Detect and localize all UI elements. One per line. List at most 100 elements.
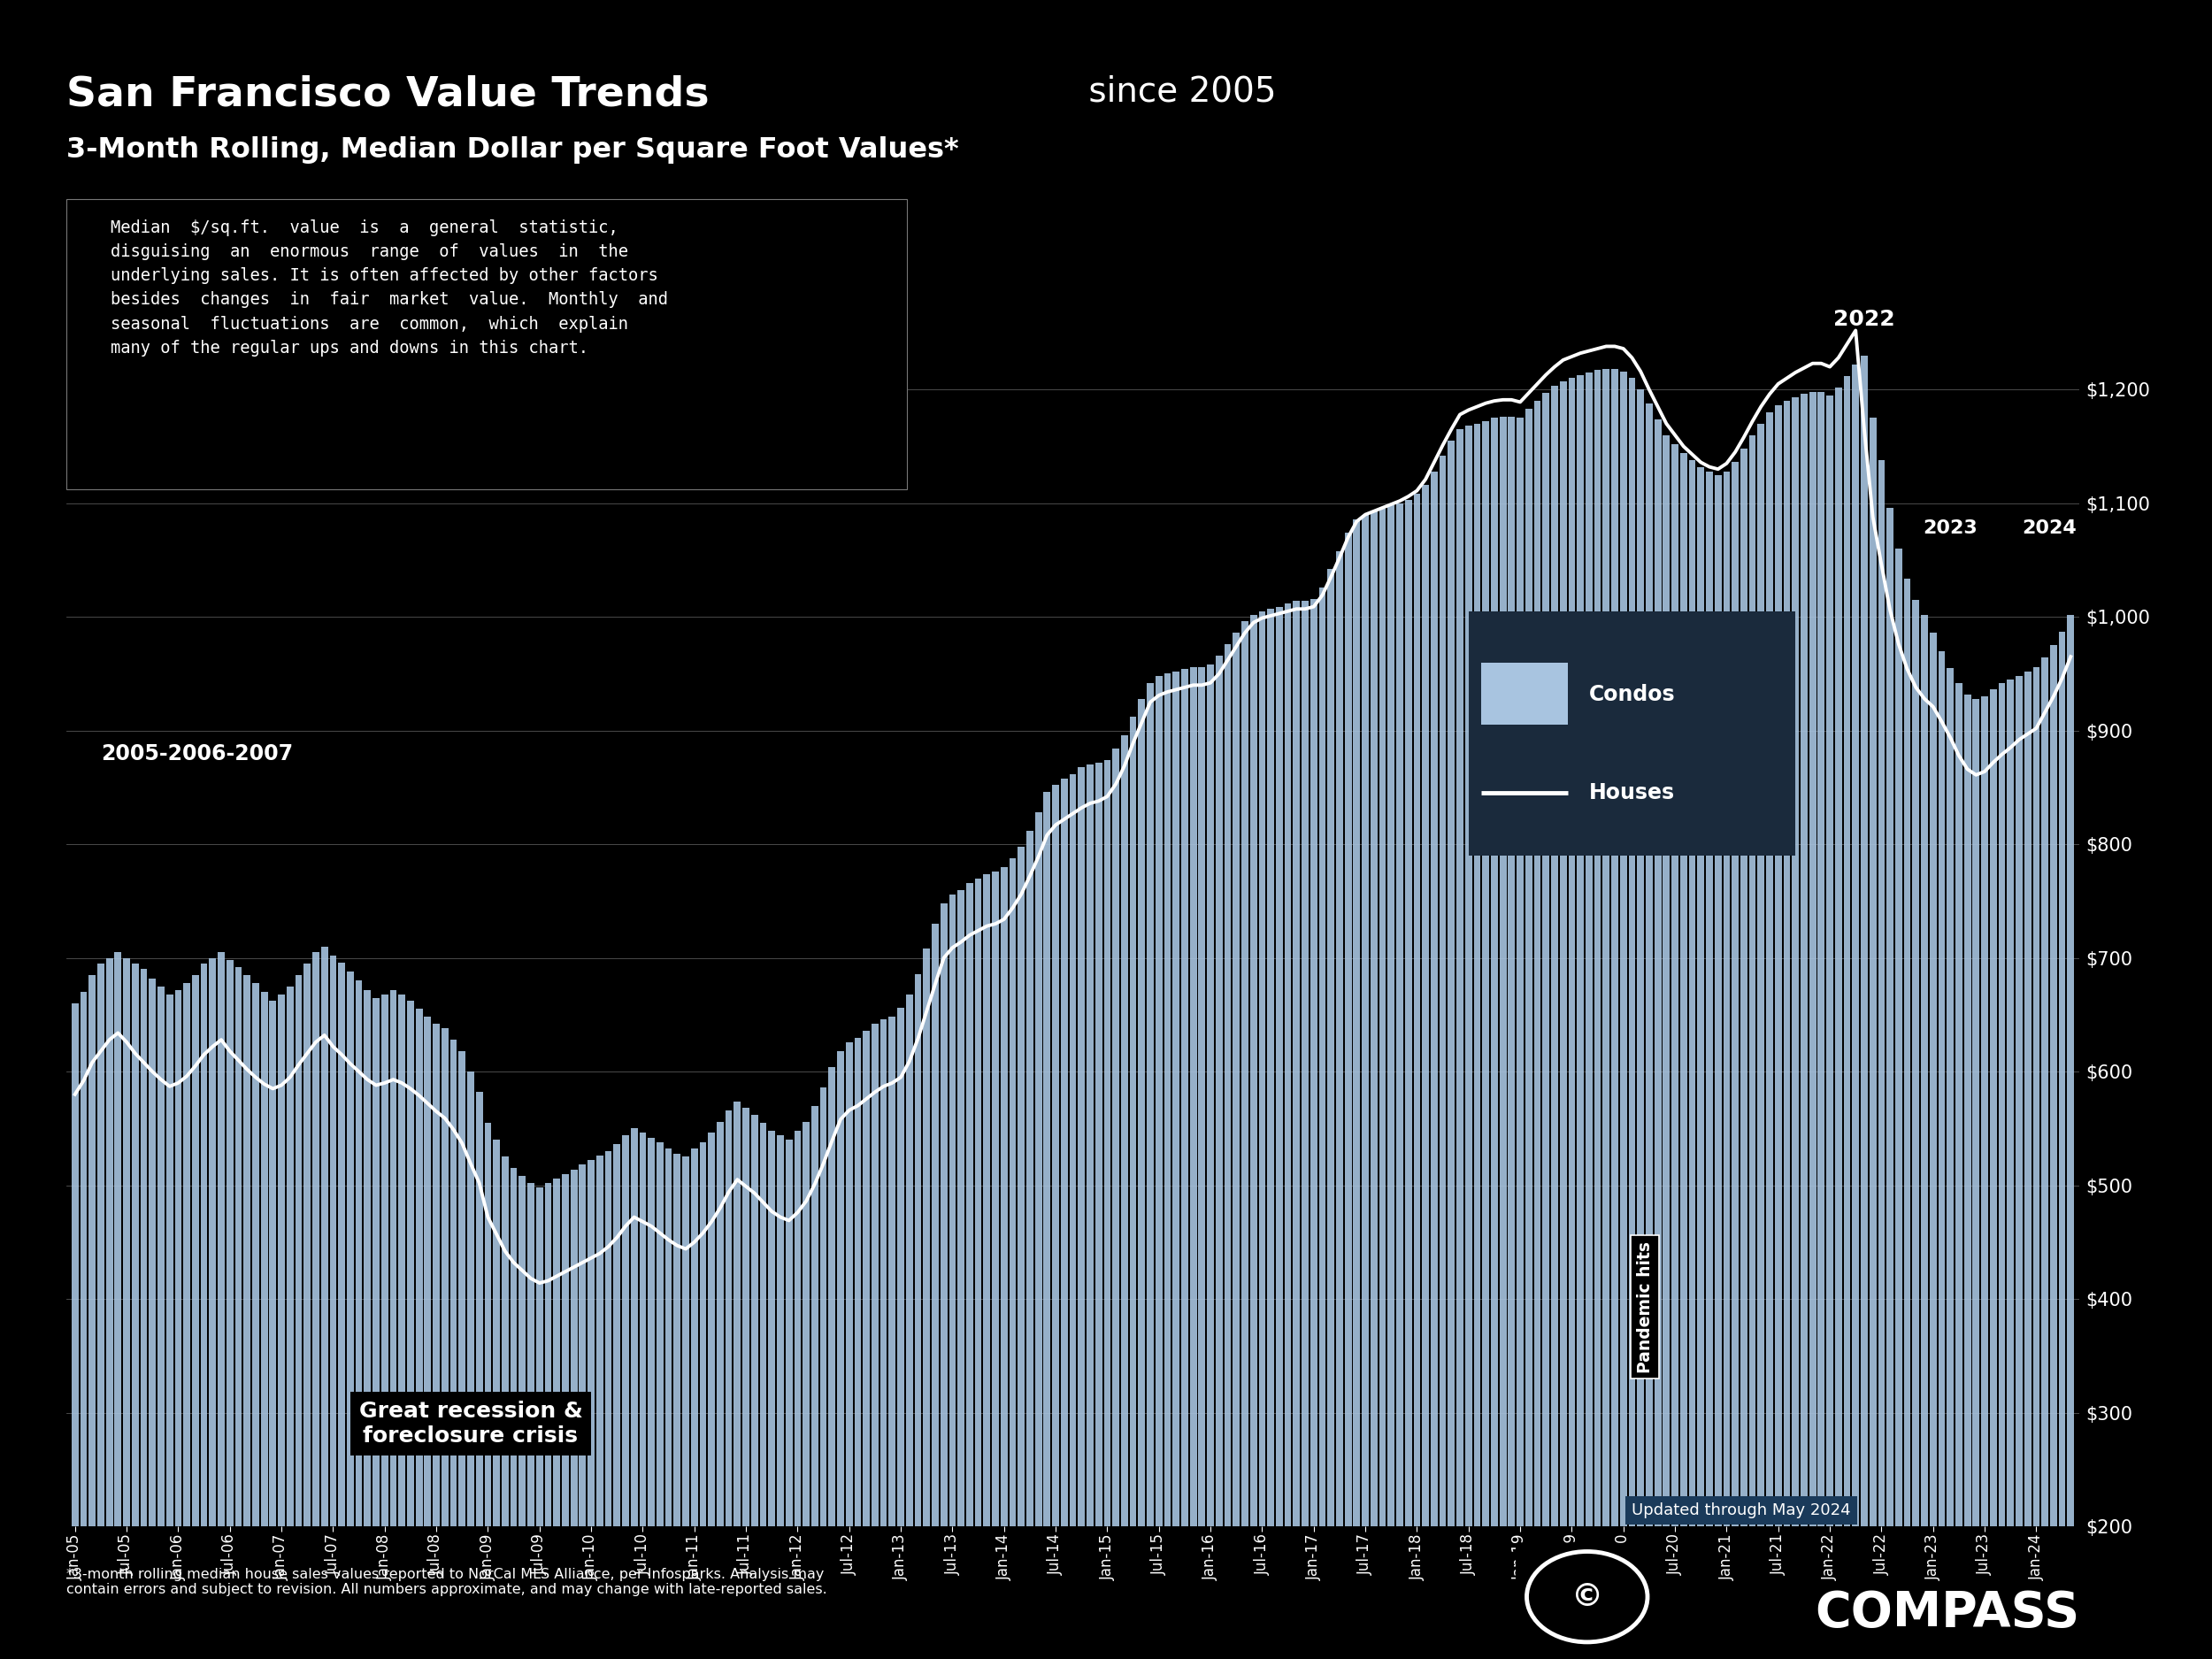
- Bar: [639, 1133, 646, 1659]
- Bar: [1336, 551, 1343, 1659]
- Bar: [192, 975, 199, 1659]
- Bar: [1396, 503, 1402, 1659]
- Bar: [734, 1102, 741, 1659]
- Bar: [449, 1040, 458, 1659]
- Bar: [597, 1156, 604, 1659]
- Bar: [1378, 509, 1387, 1659]
- Bar: [1259, 611, 1265, 1659]
- Bar: [1190, 667, 1197, 1659]
- Bar: [1783, 401, 1790, 1659]
- Bar: [2024, 672, 2031, 1659]
- Bar: [872, 1024, 878, 1659]
- Text: 2005-2006-2007: 2005-2006-2007: [102, 743, 292, 765]
- Bar: [1363, 514, 1369, 1659]
- Bar: [666, 1150, 672, 1659]
- Text: 3-Month Rolling, Median Dollar per Square Foot Values*: 3-Month Rolling, Median Dollar per Squar…: [66, 136, 958, 164]
- Bar: [1595, 370, 1601, 1659]
- Bar: [940, 904, 947, 1659]
- Bar: [794, 1131, 801, 1659]
- Bar: [1688, 460, 1697, 1659]
- Bar: [752, 1115, 759, 1659]
- Bar: [898, 1009, 905, 1659]
- Bar: [124, 957, 131, 1659]
- Bar: [675, 1153, 681, 1659]
- Bar: [1285, 604, 1292, 1659]
- Bar: [1095, 763, 1102, 1659]
- Bar: [279, 994, 285, 1659]
- Bar: [958, 889, 964, 1659]
- Bar: [854, 1037, 860, 1659]
- Bar: [1139, 698, 1146, 1659]
- Bar: [803, 1121, 810, 1659]
- Bar: [1869, 418, 1876, 1659]
- Bar: [630, 1128, 637, 1659]
- Bar: [1053, 785, 1060, 1659]
- Bar: [1130, 717, 1137, 1659]
- Text: Houses: Houses: [1588, 783, 1674, 803]
- Bar: [880, 1019, 887, 1659]
- Bar: [1318, 587, 1325, 1659]
- Text: ©: ©: [1571, 1581, 1604, 1613]
- Bar: [1723, 471, 1730, 1659]
- Bar: [1628, 378, 1635, 1659]
- Text: Pandemic hits: Pandemic hits: [1637, 1241, 1652, 1374]
- Bar: [821, 1088, 827, 1659]
- Bar: [1276, 607, 1283, 1659]
- Bar: [657, 1141, 664, 1659]
- Bar: [1905, 579, 1911, 1659]
- Bar: [1705, 471, 1712, 1659]
- Bar: [1294, 601, 1301, 1659]
- Bar: [562, 1175, 568, 1659]
- Bar: [768, 1131, 774, 1659]
- Bar: [830, 1067, 836, 1659]
- Bar: [1431, 471, 1438, 1659]
- Bar: [1327, 569, 1334, 1659]
- Bar: [1009, 858, 1015, 1659]
- Bar: [949, 894, 956, 1659]
- Bar: [458, 1052, 465, 1659]
- Bar: [1044, 791, 1051, 1659]
- Text: COMPASS: COMPASS: [1814, 1589, 2079, 1636]
- Bar: [425, 1017, 431, 1659]
- Bar: [201, 964, 208, 1659]
- Bar: [1241, 622, 1248, 1659]
- Bar: [1018, 846, 1024, 1659]
- Bar: [303, 964, 310, 1659]
- Bar: [511, 1168, 518, 1659]
- Bar: [1422, 484, 1429, 1659]
- Bar: [571, 1170, 577, 1659]
- Bar: [484, 1123, 491, 1659]
- Bar: [261, 992, 268, 1659]
- Bar: [1208, 665, 1214, 1659]
- Bar: [312, 952, 319, 1659]
- Bar: [270, 1000, 276, 1659]
- Bar: [520, 1176, 526, 1659]
- Bar: [1586, 373, 1593, 1659]
- Bar: [1551, 387, 1557, 1659]
- Bar: [1482, 421, 1489, 1659]
- Bar: [294, 975, 303, 1659]
- Bar: [836, 1052, 845, 1659]
- Bar: [2042, 659, 2048, 1659]
- Bar: [1997, 684, 2006, 1659]
- Bar: [1774, 405, 1781, 1659]
- Bar: [2033, 667, 2039, 1659]
- Bar: [1896, 549, 1902, 1659]
- Bar: [967, 883, 973, 1659]
- Bar: [321, 947, 327, 1659]
- Bar: [380, 994, 387, 1659]
- Bar: [226, 961, 232, 1659]
- Bar: [1464, 426, 1471, 1659]
- Bar: [493, 1140, 500, 1659]
- Bar: [1371, 511, 1378, 1659]
- Bar: [1086, 765, 1093, 1659]
- Bar: [1672, 445, 1679, 1659]
- Bar: [398, 994, 405, 1659]
- Bar: [372, 997, 380, 1659]
- Bar: [1517, 418, 1524, 1659]
- Bar: [1750, 435, 1756, 1659]
- Bar: [1164, 674, 1170, 1659]
- Bar: [1920, 614, 1929, 1659]
- Bar: [2068, 614, 2075, 1659]
- Bar: [71, 1004, 77, 1659]
